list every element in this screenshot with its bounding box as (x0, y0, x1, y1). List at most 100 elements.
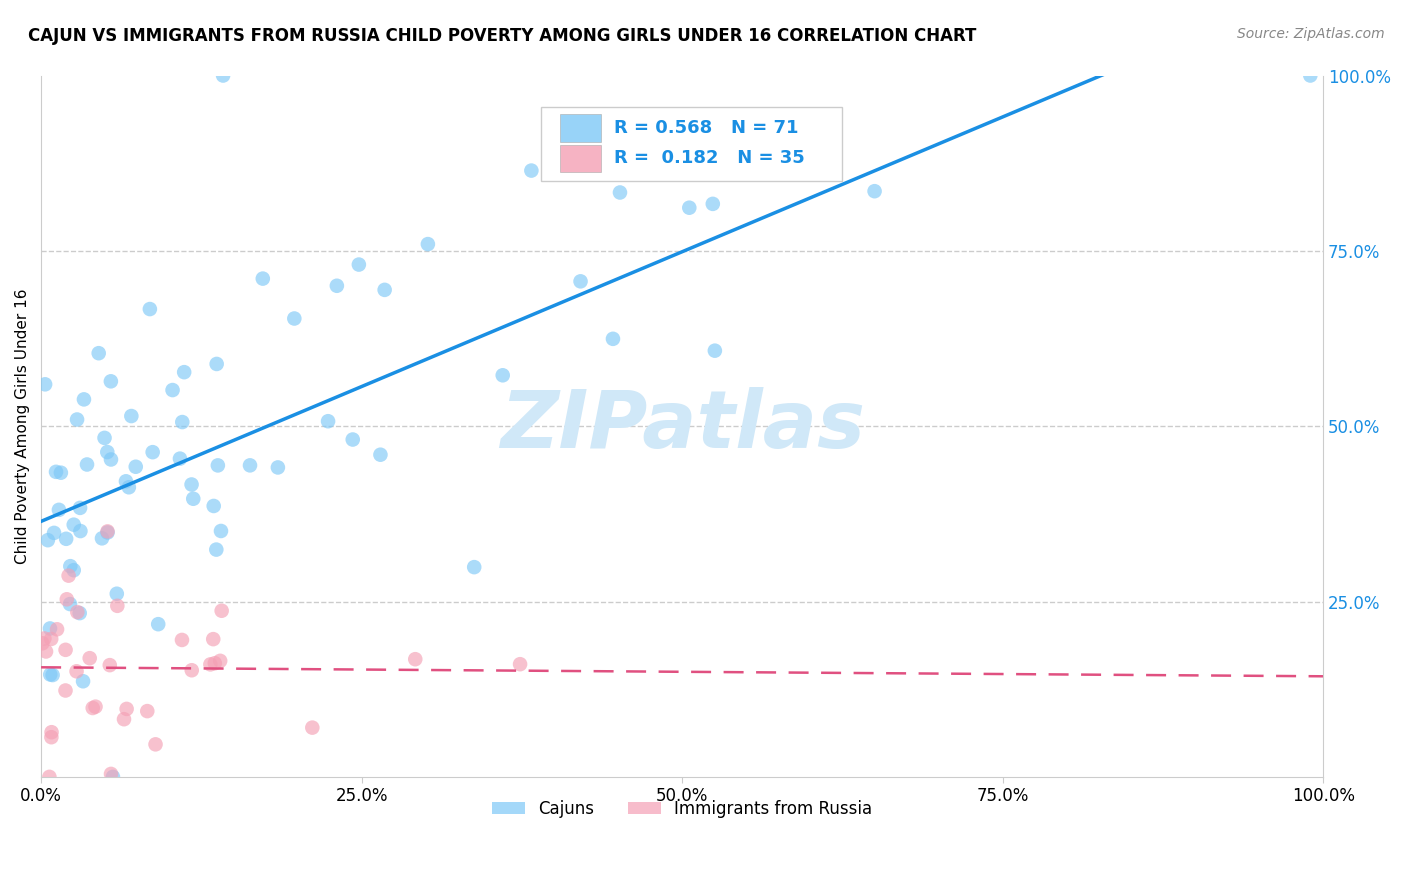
Point (66, 605, 89, 619)
Point (370, 448, 392, 462)
Point (205, 357, 228, 371)
Point (87, 346, 110, 360)
Point (120, 409, 142, 423)
Point (49, 466, 72, 480)
Point (139, 301, 162, 316)
Point (1299, 69, 1322, 83)
Point (34, 632, 56, 646)
Point (169, 451, 191, 466)
Point (72, 674, 94, 689)
Point (678, 201, 700, 215)
Point (66, 412, 89, 426)
Point (209, 654, 232, 668)
Point (602, 332, 624, 346)
Point (55, 683, 77, 698)
Point (145, 737, 167, 751)
Point (173, 365, 195, 379)
Point (31, 636, 53, 650)
Point (172, 415, 194, 429)
Point (38, 770, 60, 784)
Point (65, 665, 87, 679)
FancyBboxPatch shape (561, 114, 602, 142)
Point (125, 459, 148, 474)
Point (211, 604, 233, 618)
Point (100, 452, 122, 467)
Point (73, 392, 96, 407)
Point (55, 532, 77, 546)
Point (207, 458, 229, 473)
Point (205, 542, 228, 557)
Point (96, 524, 118, 539)
Point (58, 568, 80, 582)
FancyBboxPatch shape (541, 107, 842, 181)
Point (170, 632, 193, 647)
Point (115, 475, 138, 489)
Point (347, 258, 370, 272)
Point (374, 283, 396, 297)
Point (609, 186, 631, 200)
Point (142, 445, 165, 459)
Point (96, 445, 118, 459)
Y-axis label: Child Poverty Among Girls Under 16: Child Poverty Among Girls Under 16 (15, 288, 30, 564)
Point (180, 663, 202, 677)
Text: ZIPatlas: ZIPatlas (499, 387, 865, 466)
Point (100, 767, 122, 781)
Point (115, 702, 138, 716)
Point (283, 311, 305, 326)
Point (59, 597, 82, 611)
Point (46, 622, 69, 636)
Point (34, 377, 56, 392)
Text: R =  0.182   N = 35: R = 0.182 N = 35 (614, 149, 804, 168)
Point (39, 667, 62, 681)
Point (202, 499, 225, 513)
Point (204, 657, 226, 671)
Point (703, 343, 725, 358)
Point (520, 163, 543, 178)
Point (209, 524, 232, 538)
Point (62, 517, 84, 532)
Point (702, 197, 724, 211)
Point (55, 643, 77, 657)
Point (136, 704, 159, 718)
Text: CAJUN VS IMMIGRANTS FROM RUSSIA CHILD POVERTY AMONG GIRLS UNDER 16 CORRELATION C: CAJUN VS IMMIGRANTS FROM RUSSIA CHILD PO… (28, 27, 977, 45)
Point (267, 460, 290, 475)
Point (342, 433, 364, 447)
Point (404, 652, 426, 666)
Point (202, 632, 225, 647)
Point (96, 525, 118, 540)
Point (69, 500, 91, 515)
Point (301, 721, 323, 735)
Point (252, 271, 274, 285)
Point (82, 701, 104, 715)
Point (118, 480, 141, 494)
Point (69, 524, 91, 538)
Point (91, 532, 114, 546)
Point (101, 770, 124, 784)
Point (37, 533, 59, 548)
Point (316, 414, 339, 428)
Point (56, 592, 79, 607)
Point (39, 632, 62, 646)
Point (212, 69, 235, 83)
Point (76, 458, 98, 472)
Point (162, 383, 184, 397)
Text: R = 0.568   N = 71: R = 0.568 N = 71 (614, 120, 799, 137)
Point (41, 730, 63, 744)
Point (35, 644, 58, 658)
Point (48, 503, 70, 517)
Point (69, 606, 91, 620)
Point (41, 725, 63, 739)
Point (105, 587, 128, 601)
Point (79, 651, 101, 665)
Point (105, 599, 128, 613)
Point (42, 525, 65, 540)
Point (148, 617, 170, 632)
Point (41, 668, 63, 682)
Point (59, 559, 82, 574)
Point (463, 560, 485, 574)
Point (84, 699, 107, 714)
Point (112, 712, 135, 726)
Point (239, 458, 262, 473)
Point (62, 563, 84, 577)
Point (326, 278, 349, 293)
